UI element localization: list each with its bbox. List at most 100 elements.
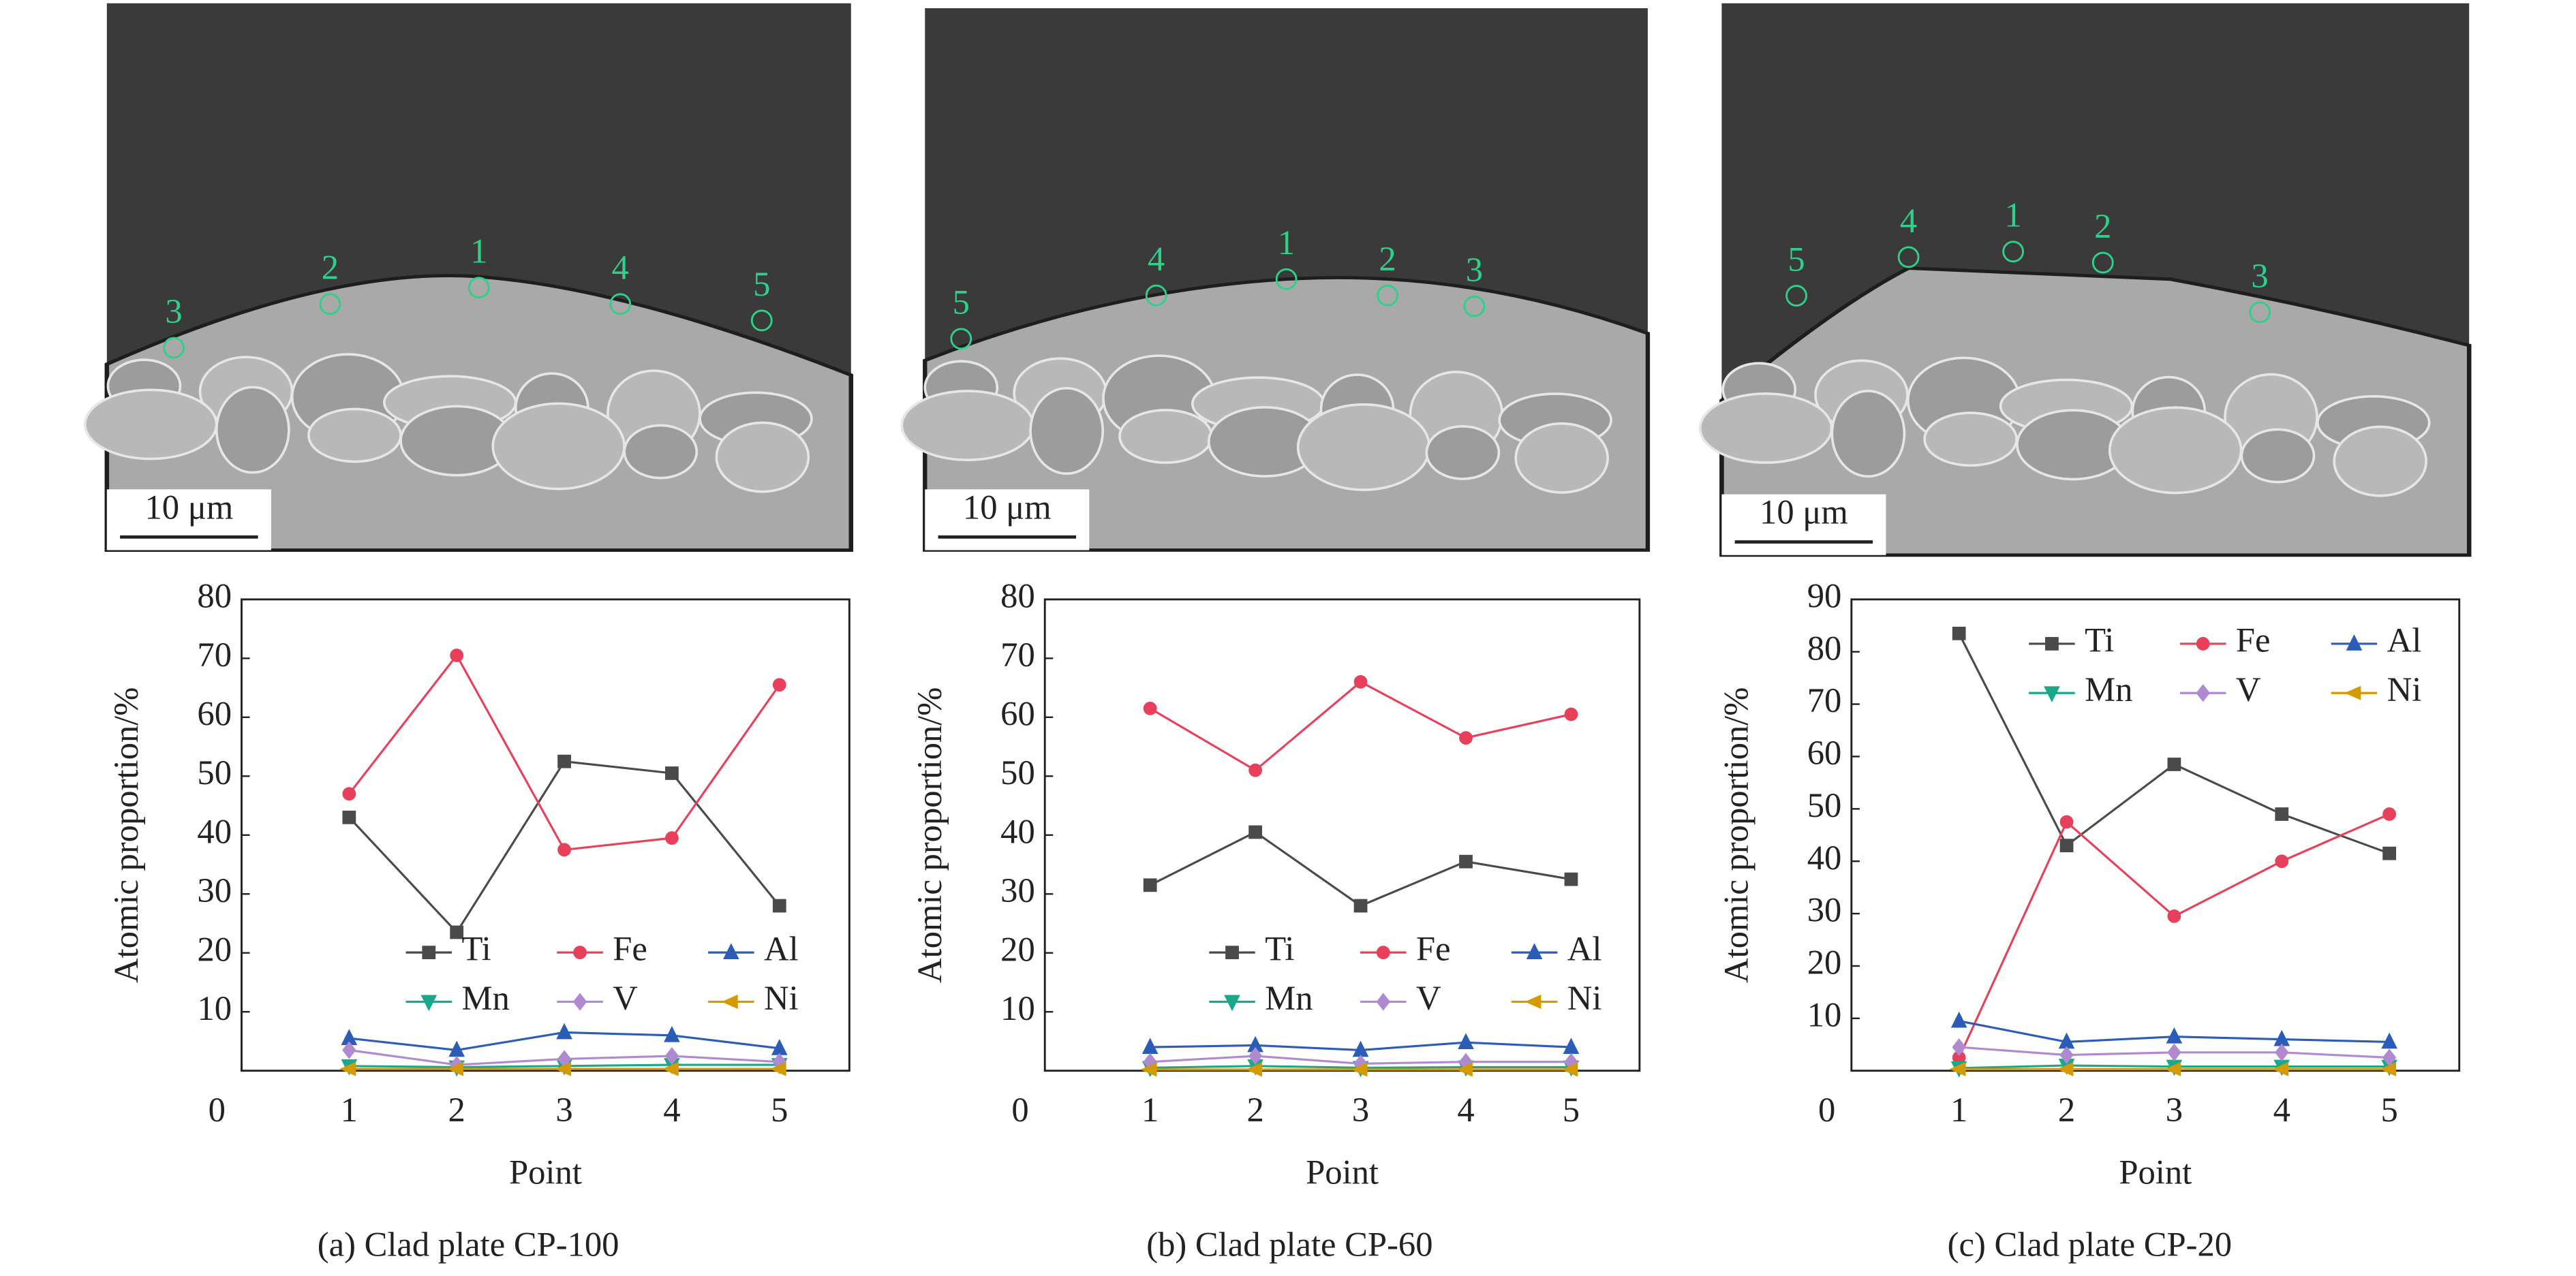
y-tick-label: 20: [197, 930, 232, 968]
plot-frame: [1043, 598, 1641, 1072]
legend-marker: [2045, 637, 2059, 651]
y-tick-label: 30: [1000, 871, 1035, 909]
grain: [1029, 387, 1104, 476]
legend-marker: [1224, 995, 1240, 1012]
marker: [1248, 825, 1263, 839]
x-tick-label: 5: [2380, 1091, 2397, 1129]
point-ring: [1785, 285, 1807, 307]
caption: (b) Clad plate CP-60: [1146, 1226, 1432, 1264]
x-tick-label: 3: [1352, 1091, 1369, 1129]
point-label: 5: [753, 265, 770, 303]
scale-bar-box: [925, 489, 1090, 550]
legend-marker: [422, 946, 436, 960]
point-label: 2: [2094, 207, 2111, 245]
y-tick-label: 50: [197, 753, 232, 792]
plot-frame: [241, 598, 850, 1072]
marker: [1456, 1062, 1473, 1077]
legend-label: Al: [764, 930, 799, 968]
x-tick-label: 1: [1950, 1091, 1967, 1129]
legend-marker: [1376, 946, 1390, 960]
y-tick-label: 30: [197, 871, 232, 909]
legend-label: Fe: [2236, 621, 2271, 659]
x-tick-label: 5: [1563, 1091, 1580, 1129]
legend-marker: [2346, 634, 2363, 651]
marker: [1564, 872, 1578, 886]
marker: [1952, 626, 1966, 640]
x-tick-label: 0: [1011, 1091, 1028, 1129]
y-axis-label: Atomic proportion/%: [910, 687, 949, 983]
marker: [2167, 909, 2181, 923]
grain: [623, 424, 699, 480]
point-ring: [1897, 246, 1920, 268]
marker: [557, 843, 571, 857]
marker: [2380, 1061, 2396, 1076]
marker: [2382, 807, 2396, 821]
grain: [900, 390, 1035, 462]
micrograph: 1 2 3 4 5 10 μm: [900, 8, 1651, 552]
marker: [2059, 1046, 2074, 1064]
y-tick-label: 70: [1807, 681, 1842, 719]
legend-label: Fe: [613, 930, 647, 968]
y-tick-label: 90: [1807, 576, 1842, 614]
x-tick-label: 2: [448, 1091, 465, 1129]
legend-label: Ti: [461, 930, 491, 968]
legend-marker: [573, 946, 587, 960]
marker: [772, 899, 786, 913]
caption: (c) Clad plate CP-20: [1948, 1226, 2232, 1264]
legend-marker: [420, 995, 438, 1012]
marker: [1248, 763, 1263, 777]
legend-marker: [721, 994, 738, 1009]
marker: [554, 1061, 571, 1076]
grain: [1830, 390, 1906, 478]
legend-label: V: [1416, 979, 1441, 1017]
point-ring: [467, 277, 490, 299]
point-ring: [950, 328, 972, 350]
point-ring: [2091, 251, 2114, 274]
marker: [1459, 731, 1473, 745]
marker: [2381, 1032, 2397, 1049]
panel: 1 2 3 4 5 10 μm 10 20 30 40 50 60 70 80 0 1 2 3 4 5 Atomic p…: [900, 8, 1651, 1264]
marker: [2164, 1061, 2181, 1076]
x-tick-label: 4: [2273, 1091, 2290, 1129]
x-tick-label: 3: [555, 1091, 572, 1129]
point-label: 5: [1788, 240, 1805, 278]
x-tick-label: 1: [341, 1091, 358, 1129]
point-label: 2: [1379, 240, 1396, 278]
scale-bar-label: 10 μm: [963, 488, 1052, 526]
plot-frame: [1850, 598, 2461, 1072]
panel: 1 2 3 4 5 10 μm 10 20 30 40 50 60 70 80 90 0 1 2 3 4 5 Atomic…: [1698, 3, 2472, 1264]
legend-label: Fe: [1416, 930, 1451, 968]
marker: [557, 754, 571, 768]
marker: [769, 1061, 786, 1076]
point-label: 4: [1148, 240, 1165, 278]
marker: [1950, 1011, 1967, 1028]
y-tick-label: 70: [1000, 636, 1035, 674]
point-label: 3: [1466, 251, 1483, 289]
legend-marker: [572, 993, 587, 1011]
legend-label: V: [2236, 670, 2261, 709]
point-ring: [1463, 295, 1486, 317]
series-line: [348, 653, 781, 852]
legend-label: Mn: [2085, 670, 2132, 709]
series-line: [1958, 813, 2390, 1059]
y-tick-label: 40: [1000, 812, 1035, 850]
legend-label: V: [613, 979, 638, 1017]
x-tick-label: 2: [2058, 1091, 2075, 1129]
y-tick-label: 10: [197, 989, 232, 1027]
marker: [339, 1061, 356, 1076]
grain: [1118, 409, 1213, 464]
x-tick-label: 1: [1141, 1091, 1159, 1129]
grain: [2108, 406, 2243, 495]
point-label: 4: [612, 249, 629, 287]
y-tick-label: 60: [197, 694, 232, 732]
marker: [1353, 675, 1368, 689]
y-axis-label: Atomic proportion/%: [107, 687, 145, 983]
marker: [1952, 1038, 1966, 1057]
y-tick-label: 80: [197, 576, 232, 614]
point-ring: [319, 293, 341, 315]
y-tick-label: 80: [1000, 576, 1035, 614]
point-ring: [2249, 301, 2271, 324]
grain: [491, 402, 626, 491]
marker: [1353, 899, 1368, 913]
point-label: 2: [322, 249, 339, 287]
